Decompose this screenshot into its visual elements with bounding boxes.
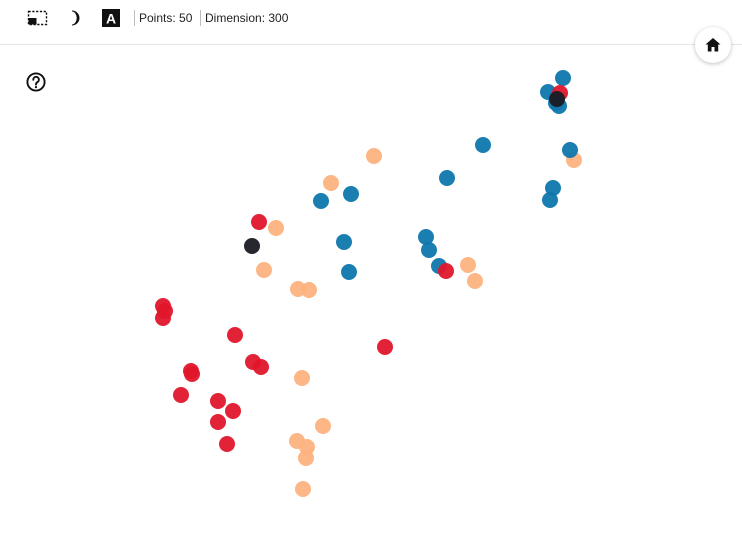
scatter-point[interactable] (545, 180, 561, 196)
scatter-point[interactable] (438, 263, 454, 279)
scatter-point[interactable] (439, 170, 455, 186)
scatter-point[interactable] (343, 186, 359, 202)
scatter-point[interactable] (475, 137, 491, 153)
scatter-point[interactable] (253, 359, 269, 375)
label-a-icon[interactable]: A (99, 7, 123, 29)
scatter-point[interactable] (336, 234, 352, 250)
scatter-point[interactable] (268, 220, 284, 236)
scatter-point[interactable] (298, 450, 314, 466)
scatter-point[interactable] (460, 257, 476, 273)
scatter-point[interactable] (562, 142, 578, 158)
toolbar-divider (200, 10, 201, 26)
scatter-point[interactable] (377, 339, 393, 355)
scatter-point[interactable] (542, 192, 558, 208)
home-icon (705, 38, 721, 52)
scatter-point[interactable] (555, 70, 571, 86)
scatter-point[interactable] (256, 262, 272, 278)
points-count: Points: 50 (139, 11, 193, 25)
scatter-point[interactable] (549, 91, 565, 107)
scatter-point[interactable] (294, 370, 310, 386)
scatter-point[interactable] (184, 366, 200, 382)
scatter-point[interactable] (418, 229, 434, 245)
dimension-value: Dimension: 300 (205, 11, 289, 25)
scatter-point[interactable] (467, 273, 483, 289)
label-letter: A (106, 11, 116, 27)
scatter-point[interactable] (155, 310, 171, 326)
scatter-point[interactable] (244, 238, 260, 254)
help-circle-icon (26, 72, 46, 92)
scatter-point[interactable] (301, 282, 317, 298)
scatter-point[interactable] (251, 214, 267, 230)
toolbar-divider (134, 10, 135, 26)
dark-mode-moon-icon[interactable] (63, 7, 87, 29)
scatter-point[interactable] (315, 418, 331, 434)
help-button[interactable] (25, 71, 47, 93)
scatter-point[interactable] (313, 193, 329, 209)
scatter-point[interactable] (210, 414, 226, 430)
scatter-point[interactable] (173, 387, 189, 403)
home-button[interactable] (695, 27, 731, 63)
scatter-point[interactable] (421, 242, 437, 258)
toolbar: A Points: 50 Dimension: 300 (0, 0, 742, 45)
scatter-point[interactable] (323, 175, 339, 191)
scatter-point[interactable] (366, 148, 382, 164)
scatter-point[interactable] (295, 481, 311, 497)
scatter-point[interactable] (210, 393, 226, 409)
scatter-point[interactable] (341, 264, 357, 280)
scatter-point[interactable] (225, 403, 241, 419)
scatter-point[interactable] (227, 327, 243, 343)
scatter-point[interactable] (219, 436, 235, 452)
rectangle-select-icon[interactable] (26, 7, 50, 29)
